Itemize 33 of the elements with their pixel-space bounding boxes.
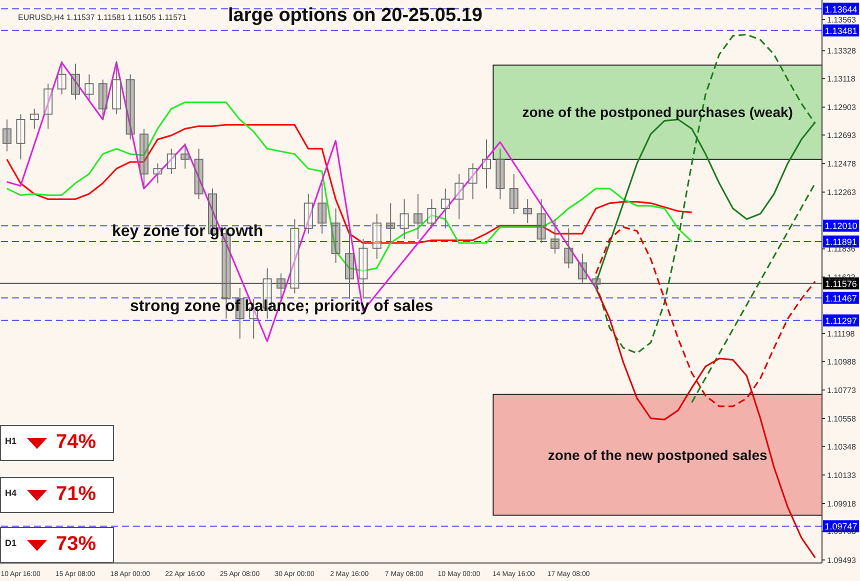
y-tick-label: 1.10558 [827,414,856,424]
ref-line-label: 1.11467 [825,293,857,304]
band-label: zone of the postponed purchases (weak) [522,104,793,120]
ref-line-label: 1.11576 [825,278,857,289]
y-tick-label: 1.12263 [827,188,856,197]
ref-line-label: 1.11297 [825,316,857,326]
y-tick-label: 1.10988 [827,357,856,366]
ref-line-label: 1.13644 [824,4,858,14]
category-label: H4 [5,488,17,498]
y-tick-label: 1.10133 [827,470,856,480]
y-tick-label: 1.11836 [827,244,856,254]
y-tick-label: 1.13328 [827,46,856,56]
category-label: D1 [5,538,17,548]
y-tick-label: 1.12478 [827,159,856,168]
text: 74% [56,431,96,453]
annotation: large options on 20-25.05.19 [228,5,482,27]
y-tick-label: 1.09918 [827,499,856,508]
y-tick-label: 1.09493 [827,556,856,565]
y-tick-label: 1.10773 [827,386,856,395]
category-label: H1 [5,436,17,446]
y-tick-label: 1.12693 [827,130,856,140]
ref-line-label: 1.13481 [824,26,858,36]
text: 73% [56,533,96,555]
band-label: zone of the new postponed sales [548,446,768,463]
y-tick-label: 1.12903 [827,102,856,112]
y-tick-label: 1.13118 [827,74,856,84]
text: 71% [56,483,96,505]
y-tick-label: 1.13563 [827,15,856,24]
y-tick-label: 1.11198 [827,329,856,338]
ref-line-label: 1.11891 [825,237,857,248]
text: EURUSD,H4 1.11537 1.11581 1.11505 1.11571 [18,13,186,22]
ref-line-label: 1.12010 [824,221,858,232]
y-tick-label: 1.10348 [827,442,856,452]
